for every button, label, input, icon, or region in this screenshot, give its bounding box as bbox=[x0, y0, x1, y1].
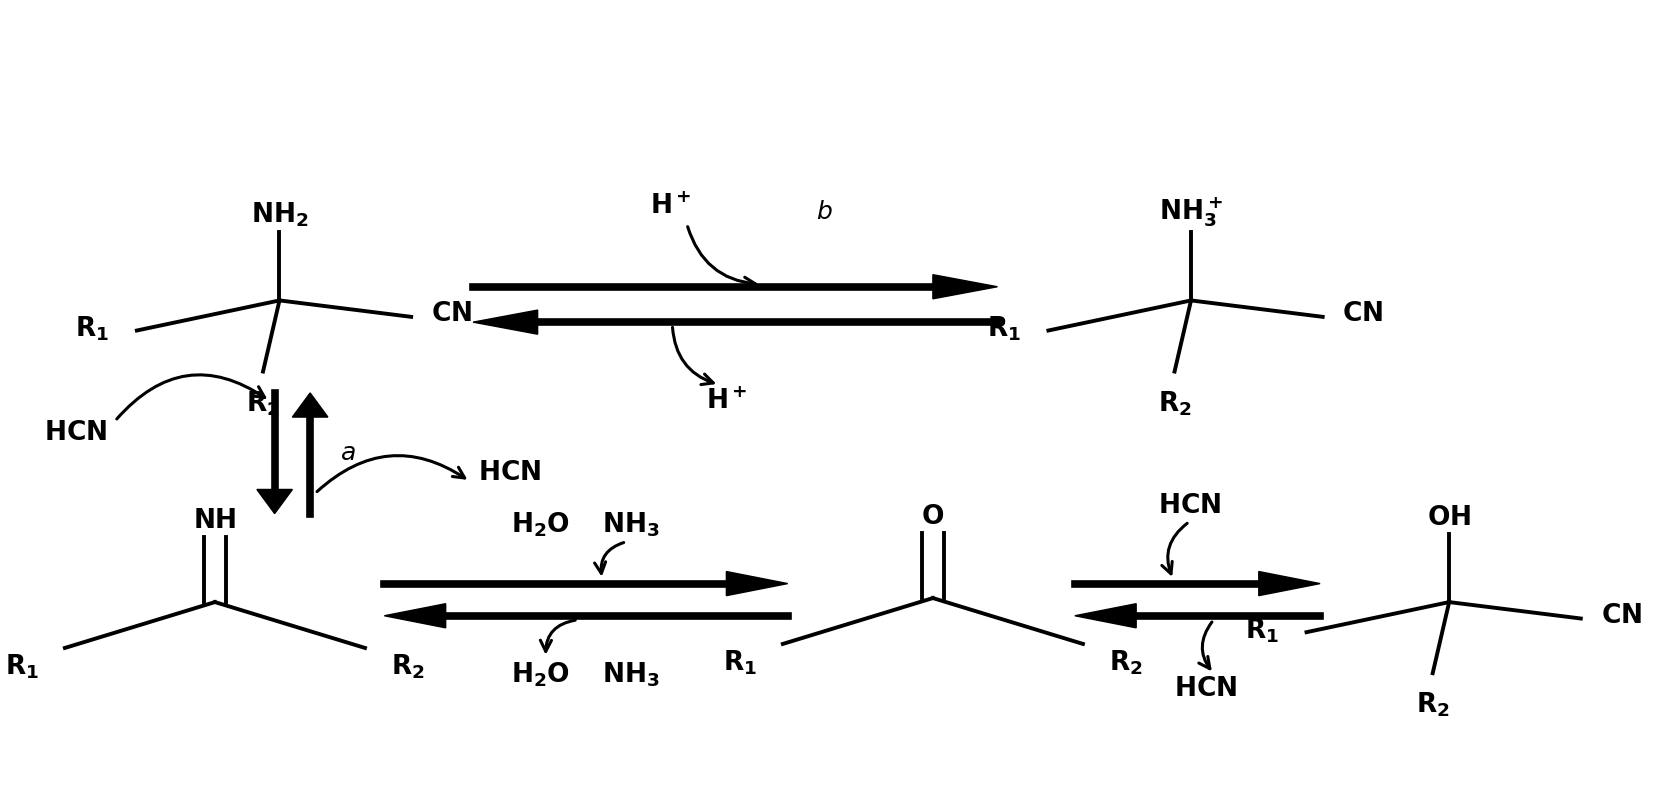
Text: a: a bbox=[341, 441, 355, 465]
Text: $\mathbf{H^+}$: $\mathbf{H^+}$ bbox=[650, 194, 691, 220]
Text: $\mathbf{R_2}$: $\mathbf{R_2}$ bbox=[246, 389, 279, 417]
Polygon shape bbox=[726, 572, 788, 595]
Text: $\mathbf{R_1}$: $\mathbf{R_1}$ bbox=[5, 653, 38, 681]
Text: $\mathbf{NH_3^+}$: $\mathbf{NH_3^+}$ bbox=[1159, 195, 1223, 229]
Text: $\mathbf{NH}$: $\mathbf{NH}$ bbox=[193, 508, 236, 534]
Text: $\mathbf{R_2}$: $\mathbf{R_2}$ bbox=[1415, 691, 1450, 719]
Text: $\mathbf{R_2}$: $\mathbf{R_2}$ bbox=[1157, 389, 1192, 417]
Text: $\mathbf{NH_3}$: $\mathbf{NH_3}$ bbox=[602, 660, 660, 688]
Text: $\mathbf{H_2O}$: $\mathbf{H_2O}$ bbox=[511, 660, 570, 688]
Polygon shape bbox=[473, 310, 537, 335]
Polygon shape bbox=[1074, 603, 1136, 628]
Text: b: b bbox=[817, 200, 831, 224]
Polygon shape bbox=[256, 489, 293, 514]
Polygon shape bbox=[932, 275, 997, 299]
Text: $\mathbf{CN}$: $\mathbf{CN}$ bbox=[1600, 603, 1641, 629]
Text: $\mathbf{CN}$: $\mathbf{CN}$ bbox=[431, 301, 471, 327]
Text: $\mathbf{R_2}$: $\mathbf{R_2}$ bbox=[392, 653, 425, 681]
Polygon shape bbox=[1260, 572, 1321, 595]
Polygon shape bbox=[385, 603, 446, 628]
Text: $\mathbf{CN}$: $\mathbf{CN}$ bbox=[1342, 301, 1384, 327]
Text: $\mathbf{H^+}$: $\mathbf{H^+}$ bbox=[706, 389, 747, 416]
Text: $\mathbf{HCN}$: $\mathbf{HCN}$ bbox=[478, 460, 541, 486]
Text: $\mathbf{HCN}$: $\mathbf{HCN}$ bbox=[43, 420, 107, 446]
Text: $\mathbf{H_2O}$: $\mathbf{H_2O}$ bbox=[511, 511, 570, 539]
Text: $\mathbf{R_1}$: $\mathbf{R_1}$ bbox=[76, 314, 109, 343]
Text: $\mathbf{R_2}$: $\mathbf{R_2}$ bbox=[1109, 649, 1142, 677]
Text: $\mathbf{R_1}$: $\mathbf{R_1}$ bbox=[1245, 616, 1279, 645]
Text: $\mathbf{R_1}$: $\mathbf{R_1}$ bbox=[722, 649, 757, 677]
Text: $\mathbf{OH}$: $\mathbf{OH}$ bbox=[1427, 505, 1471, 531]
Polygon shape bbox=[293, 393, 327, 417]
Text: $\mathbf{O}$: $\mathbf{O}$ bbox=[921, 504, 944, 530]
Text: $\mathbf{HCN}$: $\mathbf{HCN}$ bbox=[1174, 676, 1236, 702]
Text: $\mathbf{HCN}$: $\mathbf{HCN}$ bbox=[1157, 493, 1222, 519]
Text: $\mathbf{NH_3}$: $\mathbf{NH_3}$ bbox=[602, 511, 660, 539]
Text: $\mathbf{R_1}$: $\mathbf{R_1}$ bbox=[987, 314, 1022, 343]
Text: $\mathbf{NH_2}$: $\mathbf{NH_2}$ bbox=[251, 201, 309, 229]
